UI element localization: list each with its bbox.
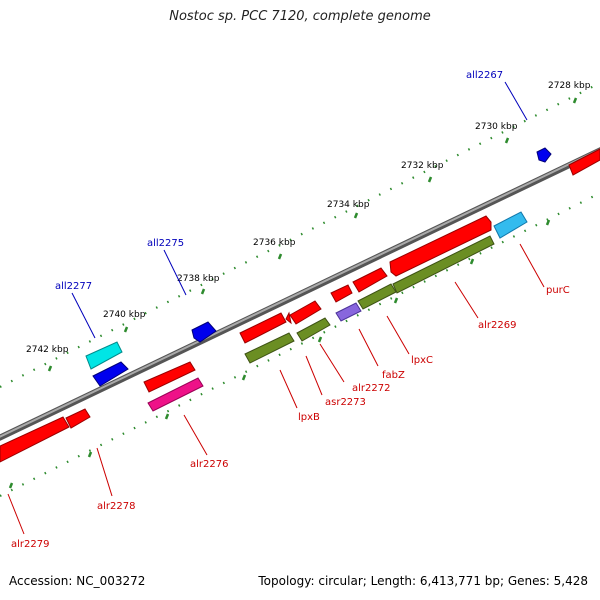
major-tick	[200, 288, 206, 295]
scale-label: 2730 kbp	[475, 122, 518, 132]
gene-label: alr2272	[352, 383, 390, 394]
major-tick	[353, 212, 359, 219]
gene-label: fabZ	[382, 370, 405, 381]
gene-alr2276[interactable]: alr2276	[143, 361, 228, 470]
gene-label: all2267	[466, 70, 503, 81]
major-tick	[123, 326, 129, 333]
scale-label: 2742 kbp	[26, 345, 69, 355]
gene-label: purC	[546, 285, 570, 296]
accession-text: Accession: NC_003272	[9, 574, 146, 588]
scale-label: 2728 kbp	[548, 81, 591, 91]
gene-label: alr2269	[478, 320, 516, 331]
gene-all2277[interactable]: all2277	[55, 281, 129, 387]
gene-label: lpxC	[411, 355, 433, 366]
gene-lpxB[interactable]: lpxB	[239, 312, 320, 423]
gene-label: all2275	[147, 238, 184, 249]
major-tick	[469, 258, 475, 265]
gene-all2267[interactable]: all2267	[466, 70, 552, 163]
gene-asr2273[interactable]: asr2273	[285, 311, 366, 408]
major-tick	[504, 137, 510, 144]
gene-alr2269[interactable]: alr2269	[389, 215, 516, 331]
scale-label: 2740 kbp	[103, 310, 146, 320]
gene-lpxC[interactable]: lpxC	[352, 267, 433, 366]
gene-label: alr2276	[190, 459, 228, 470]
major-tick	[8, 482, 14, 489]
major-tick	[277, 253, 283, 260]
gene-label: asr2273	[325, 397, 366, 408]
major-tick	[87, 451, 93, 458]
major-tick	[427, 176, 433, 183]
major-tick	[317, 336, 323, 343]
scale-label: 2734 kbp	[327, 200, 370, 210]
scale-label: 2732 kbp	[401, 161, 444, 171]
forward-tick-track	[0, 192, 600, 497]
gene-label: alr2278	[97, 501, 135, 512]
gene-purC[interactable]: purC	[493, 211, 570, 296]
gene-all2275[interactable]: all2275	[147, 238, 217, 343]
major-tick	[393, 297, 399, 304]
gene-alr2279[interactable]: alr2279	[0, 416, 70, 550]
major-tick	[241, 374, 247, 381]
scale-label: 2738 kbp	[177, 274, 220, 284]
gene-label: lpxB	[298, 412, 320, 423]
major-tick	[572, 97, 578, 104]
gene-edge-right[interactable]	[568, 148, 600, 176]
page-title: Nostoc sp. PCC 7120, complete genome	[169, 9, 431, 24]
gene-alr2272[interactable]: alr2272	[289, 300, 390, 394]
gene-label: all2277	[55, 281, 92, 292]
gene-alr2278[interactable]: alr2278	[65, 408, 135, 512]
genome-summary-text: Topology: circular; Length: 6,413,771 bp…	[258, 574, 588, 588]
major-tick	[164, 413, 170, 420]
major-ticks	[8, 97, 578, 489]
gene-label: alr2279	[11, 539, 49, 550]
major-tick	[47, 365, 53, 372]
gene-fabZ[interactable]: fabZ	[330, 284, 405, 381]
genome-backbone-highlight	[0, 148, 600, 438]
major-tick	[545, 219, 551, 226]
scale-label: 2736 kbp	[253, 238, 296, 248]
